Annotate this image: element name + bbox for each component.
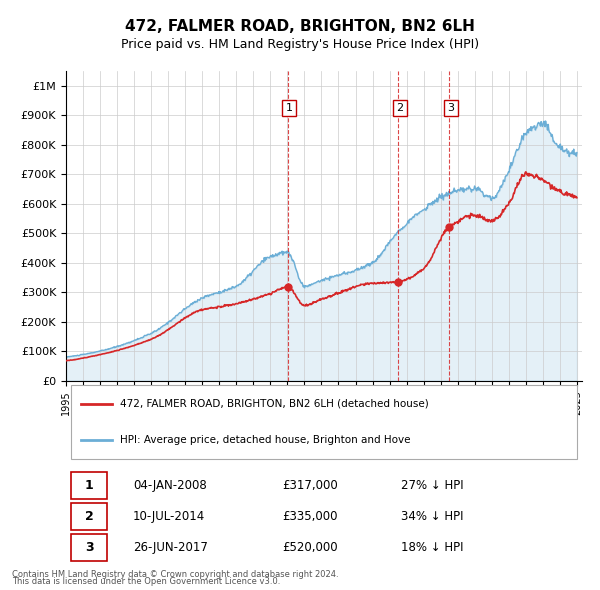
FancyBboxPatch shape [71,535,107,561]
Text: Contains HM Land Registry data © Crown copyright and database right 2024.: Contains HM Land Registry data © Crown c… [12,570,338,579]
Text: £335,000: £335,000 [283,510,338,523]
Text: HPI: Average price, detached house, Brighton and Hove: HPI: Average price, detached house, Brig… [120,435,410,445]
FancyBboxPatch shape [71,503,107,530]
Text: 3: 3 [447,103,454,113]
Text: 2: 2 [397,103,404,113]
Text: 18% ↓ HPI: 18% ↓ HPI [401,541,464,555]
Text: 3: 3 [85,541,94,555]
Text: Price paid vs. HM Land Registry's House Price Index (HPI): Price paid vs. HM Land Registry's House … [121,38,479,51]
Text: £317,000: £317,000 [283,479,338,493]
Text: 04-JAN-2008: 04-JAN-2008 [133,479,207,493]
Text: 1: 1 [286,103,293,113]
Text: 34% ↓ HPI: 34% ↓ HPI [401,510,464,523]
Text: 1: 1 [85,479,94,493]
Text: 26-JUN-2017: 26-JUN-2017 [133,541,208,555]
Text: This data is licensed under the Open Government Licence v3.0.: This data is licensed under the Open Gov… [12,577,280,586]
Text: 472, FALMER ROAD, BRIGHTON, BN2 6LH (detached house): 472, FALMER ROAD, BRIGHTON, BN2 6LH (det… [120,399,429,409]
Text: 2: 2 [85,510,94,523]
Text: 472, FALMER ROAD, BRIGHTON, BN2 6LH: 472, FALMER ROAD, BRIGHTON, BN2 6LH [125,19,475,34]
Text: 10-JUL-2014: 10-JUL-2014 [133,510,205,523]
FancyBboxPatch shape [71,473,107,499]
Text: 27% ↓ HPI: 27% ↓ HPI [401,479,464,493]
FancyBboxPatch shape [71,385,577,459]
Text: £520,000: £520,000 [283,541,338,555]
